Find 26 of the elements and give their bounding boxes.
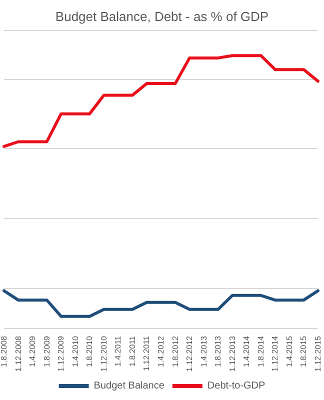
legend-label: Debt-to-GDP (207, 380, 266, 392)
x-tick-label: 1.12.2010 (99, 335, 108, 372)
x-tick-label: 1.4.2012 (156, 335, 166, 368)
x-tick-label: 1.12.2008 (14, 335, 23, 372)
x-tick-label: 1.12.2015 (314, 335, 322, 372)
x-tick-label: 1.12.2012 (185, 335, 194, 372)
legend-label: Budget Balance (94, 380, 165, 392)
x-tick-label: 1.8.2012 (170, 335, 180, 368)
x-tick-label: 1.12.2011 (142, 335, 152, 371)
x-tick-label: 1.4.2013 (199, 335, 208, 368)
x-tick-label: 1.8.2013 (214, 335, 223, 368)
x-tick-label: 1.4.2010 (70, 335, 80, 368)
x-tick-label: 1.4.2011 (114, 335, 123, 367)
x-tick-label: 1.12.2013 (228, 335, 237, 372)
x-tick-label: 1.8.2015 (299, 335, 308, 368)
x-tick-label: 1.8.2009 (42, 335, 52, 368)
x-tick-label: 1.8.2008 (0, 335, 8, 368)
x-tick-label: 1.12.2009 (56, 335, 66, 372)
x-tick-label: 1.8.2011 (128, 335, 137, 367)
x-tick-label: 1.12.2014 (270, 335, 280, 372)
x-tick-label: 1.8.2010 (85, 335, 94, 368)
chart-title: Budget Balance, Debt - as % of GDP (55, 9, 269, 24)
x-tick-label: 1.4.2015 (284, 335, 294, 368)
x-tick-label: 1.8.2014 (256, 335, 266, 368)
x-tick-label: 1.4.2009 (28, 335, 38, 368)
x-tick-label: 1.4.2014 (242, 335, 252, 368)
